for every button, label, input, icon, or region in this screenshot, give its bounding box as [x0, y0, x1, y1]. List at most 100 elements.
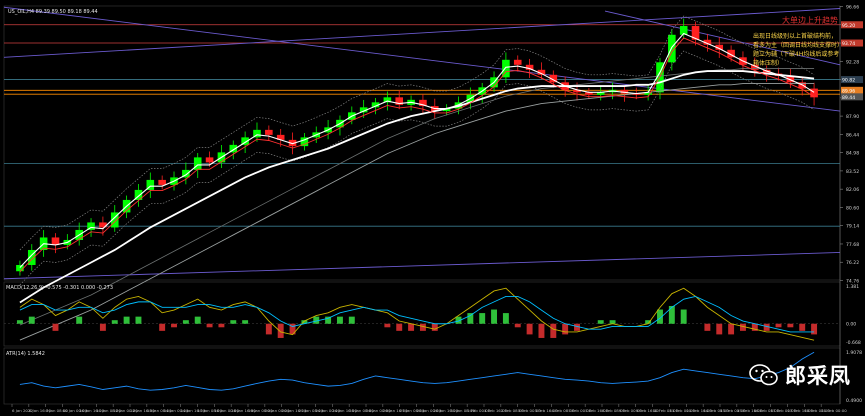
candle-body	[395, 97, 404, 105]
candle-body	[679, 26, 688, 35]
x-tick-label: 11 Feb 00:00	[669, 408, 695, 413]
candle-body	[359, 107, 368, 113]
panel-frame-3	[3, 347, 841, 405]
wechat-icon	[749, 364, 778, 386]
atr-y-tick-label: 0.4900	[846, 398, 862, 404]
trend-line-upper	[3, 8, 841, 58]
price-tag	[841, 76, 863, 84]
candle-body	[703, 39, 712, 45]
price-tag-label: 90.82	[842, 78, 855, 84]
candle-body	[241, 137, 249, 145]
candle-body	[513, 59, 522, 65]
candle-body	[253, 129, 261, 138]
y-tick-label: 80.60	[846, 205, 859, 211]
x-tick-label: 6 Jan 2022	[12, 408, 33, 413]
candle-body	[644, 92, 652, 95]
y-tick-label: 74.76	[846, 279, 859, 285]
x-tick-label: 20 Jan 16:00	[282, 408, 307, 413]
ma-slow-line	[19, 70, 815, 304]
x-tick-label: 1 Feb 16:00	[484, 408, 508, 413]
x-tick-label: 15 Feb 00:00	[720, 408, 746, 413]
main-chart-title: US_OIL,H4 89.39 89.50 89.18 89.44	[8, 9, 98, 15]
atr-y-tick-label: 1.9078	[846, 350, 862, 356]
x-tick-label: 20 Jan 00:00	[265, 408, 290, 413]
candle-body	[265, 129, 273, 135]
ma-long-line-2	[19, 68, 815, 326]
x-tick-label: 24 Jan 00:00	[315, 408, 340, 413]
candle-body	[27, 249, 36, 265]
x-tick-label: 14 Jan 00:00	[164, 408, 189, 413]
x-tick-label: 9 Feb 16:00	[636, 408, 660, 413]
candle-body	[371, 102, 380, 108]
x-tick-label: 10 Jan 16:00	[79, 408, 104, 413]
x-tick-label: 28 Jan 00:00	[417, 408, 442, 413]
candle-body	[193, 157, 202, 170]
annotation-line: 题立为辅（下破4H均线后或参考	[753, 51, 840, 58]
watermark-text: 郎采凤	[785, 364, 851, 388]
x-tick-label: 14 Jan 16:00	[181, 408, 206, 413]
candle-body	[383, 97, 392, 103]
x-tick-label: 7 Feb 00:00	[568, 408, 592, 413]
candle-body	[786, 76, 795, 83]
candle-body	[810, 88, 818, 98]
x-tick-label: 18 Jan 16:00	[231, 408, 256, 413]
annotation-line: 箱体压制）	[753, 60, 784, 67]
price-tag	[841, 93, 863, 101]
ma-long-line	[19, 83, 815, 341]
candle-body	[727, 49, 735, 58]
candle-body	[51, 237, 60, 245]
y-tick-label: 86.44	[846, 132, 859, 138]
y-tick-label: 77.68	[846, 242, 859, 248]
candle-body	[585, 92, 593, 95]
y-tick-label: 79.14	[846, 224, 859, 230]
x-tick-label: 2 Feb 08:00	[501, 408, 525, 413]
y-tick-label: 83.52	[846, 169, 859, 175]
candle-body	[16, 264, 24, 272]
macd-y-tick-label: 0.00	[846, 322, 856, 328]
x-tick-label: 9 Feb 00:00	[619, 408, 643, 413]
panel-frame-2	[3, 281, 841, 347]
x-tick-label: 11 Feb 16:00	[686, 408, 712, 413]
annotation-title: 大单边上升趋势	[782, 16, 838, 25]
price-tag-label: 89.96	[842, 88, 855, 94]
x-tick-label: 17 Feb 00:00	[771, 408, 797, 413]
candle-body	[182, 169, 190, 178]
x-tick-label: 15 Feb 16:00	[737, 408, 763, 413]
candle-body	[205, 157, 214, 163]
candle-body	[762, 69, 771, 74]
candle-body	[537, 69, 546, 75]
candle-body	[158, 179, 166, 185]
x-tick-label: 17 Jan 08:00	[197, 408, 222, 413]
candle-body	[134, 189, 143, 200]
y-tick-label: 92.28	[846, 59, 859, 65]
candle-body	[596, 92, 605, 95]
y-tick-label: 87.90	[846, 114, 859, 120]
x-tick-label: 10 Jan 00:00	[63, 408, 88, 413]
x-tick-label: 4 Feb 08:00	[551, 408, 575, 413]
bollinger-lower	[19, 50, 815, 286]
macd-line	[19, 287, 815, 341]
candle-body	[288, 139, 297, 147]
x-tick-label: 12 Jan 16:00	[130, 408, 155, 413]
annotation-line: 看多为主（回调日线均线支撑时）	[753, 42, 844, 49]
x-tick-label: 24 Jan 16:00	[332, 408, 357, 413]
x-tick-label: 18 Jan 00:00	[214, 408, 239, 413]
x-tick-label: 31 Jan 08:00	[450, 408, 475, 413]
candle-body	[715, 44, 724, 50]
price-tag-label: 93.74	[842, 41, 855, 47]
candle-body	[87, 222, 95, 230]
ema-fast-line	[19, 32, 815, 268]
macd-title: MACD(12,26,9) -0.575 -0.301 0.000 -0.273	[6, 285, 113, 291]
x-tick-label: 19 Jan 08:00	[248, 408, 273, 413]
x-tick-label: 21 Jan 08:00	[299, 408, 324, 413]
bollinger-upper	[19, 15, 815, 251]
trend-line-diagonal	[3, 6, 841, 112]
price-tag	[841, 39, 863, 47]
candle-body	[691, 26, 700, 40]
candle-body	[620, 89, 629, 94]
y-tick-label: 76.22	[846, 260, 859, 266]
x-tick-label: 28 Jan 16:00	[433, 408, 458, 413]
candle-body	[300, 137, 309, 147]
price-tag-label: 89.44	[842, 95, 855, 101]
trend-line-short	[604, 10, 841, 66]
